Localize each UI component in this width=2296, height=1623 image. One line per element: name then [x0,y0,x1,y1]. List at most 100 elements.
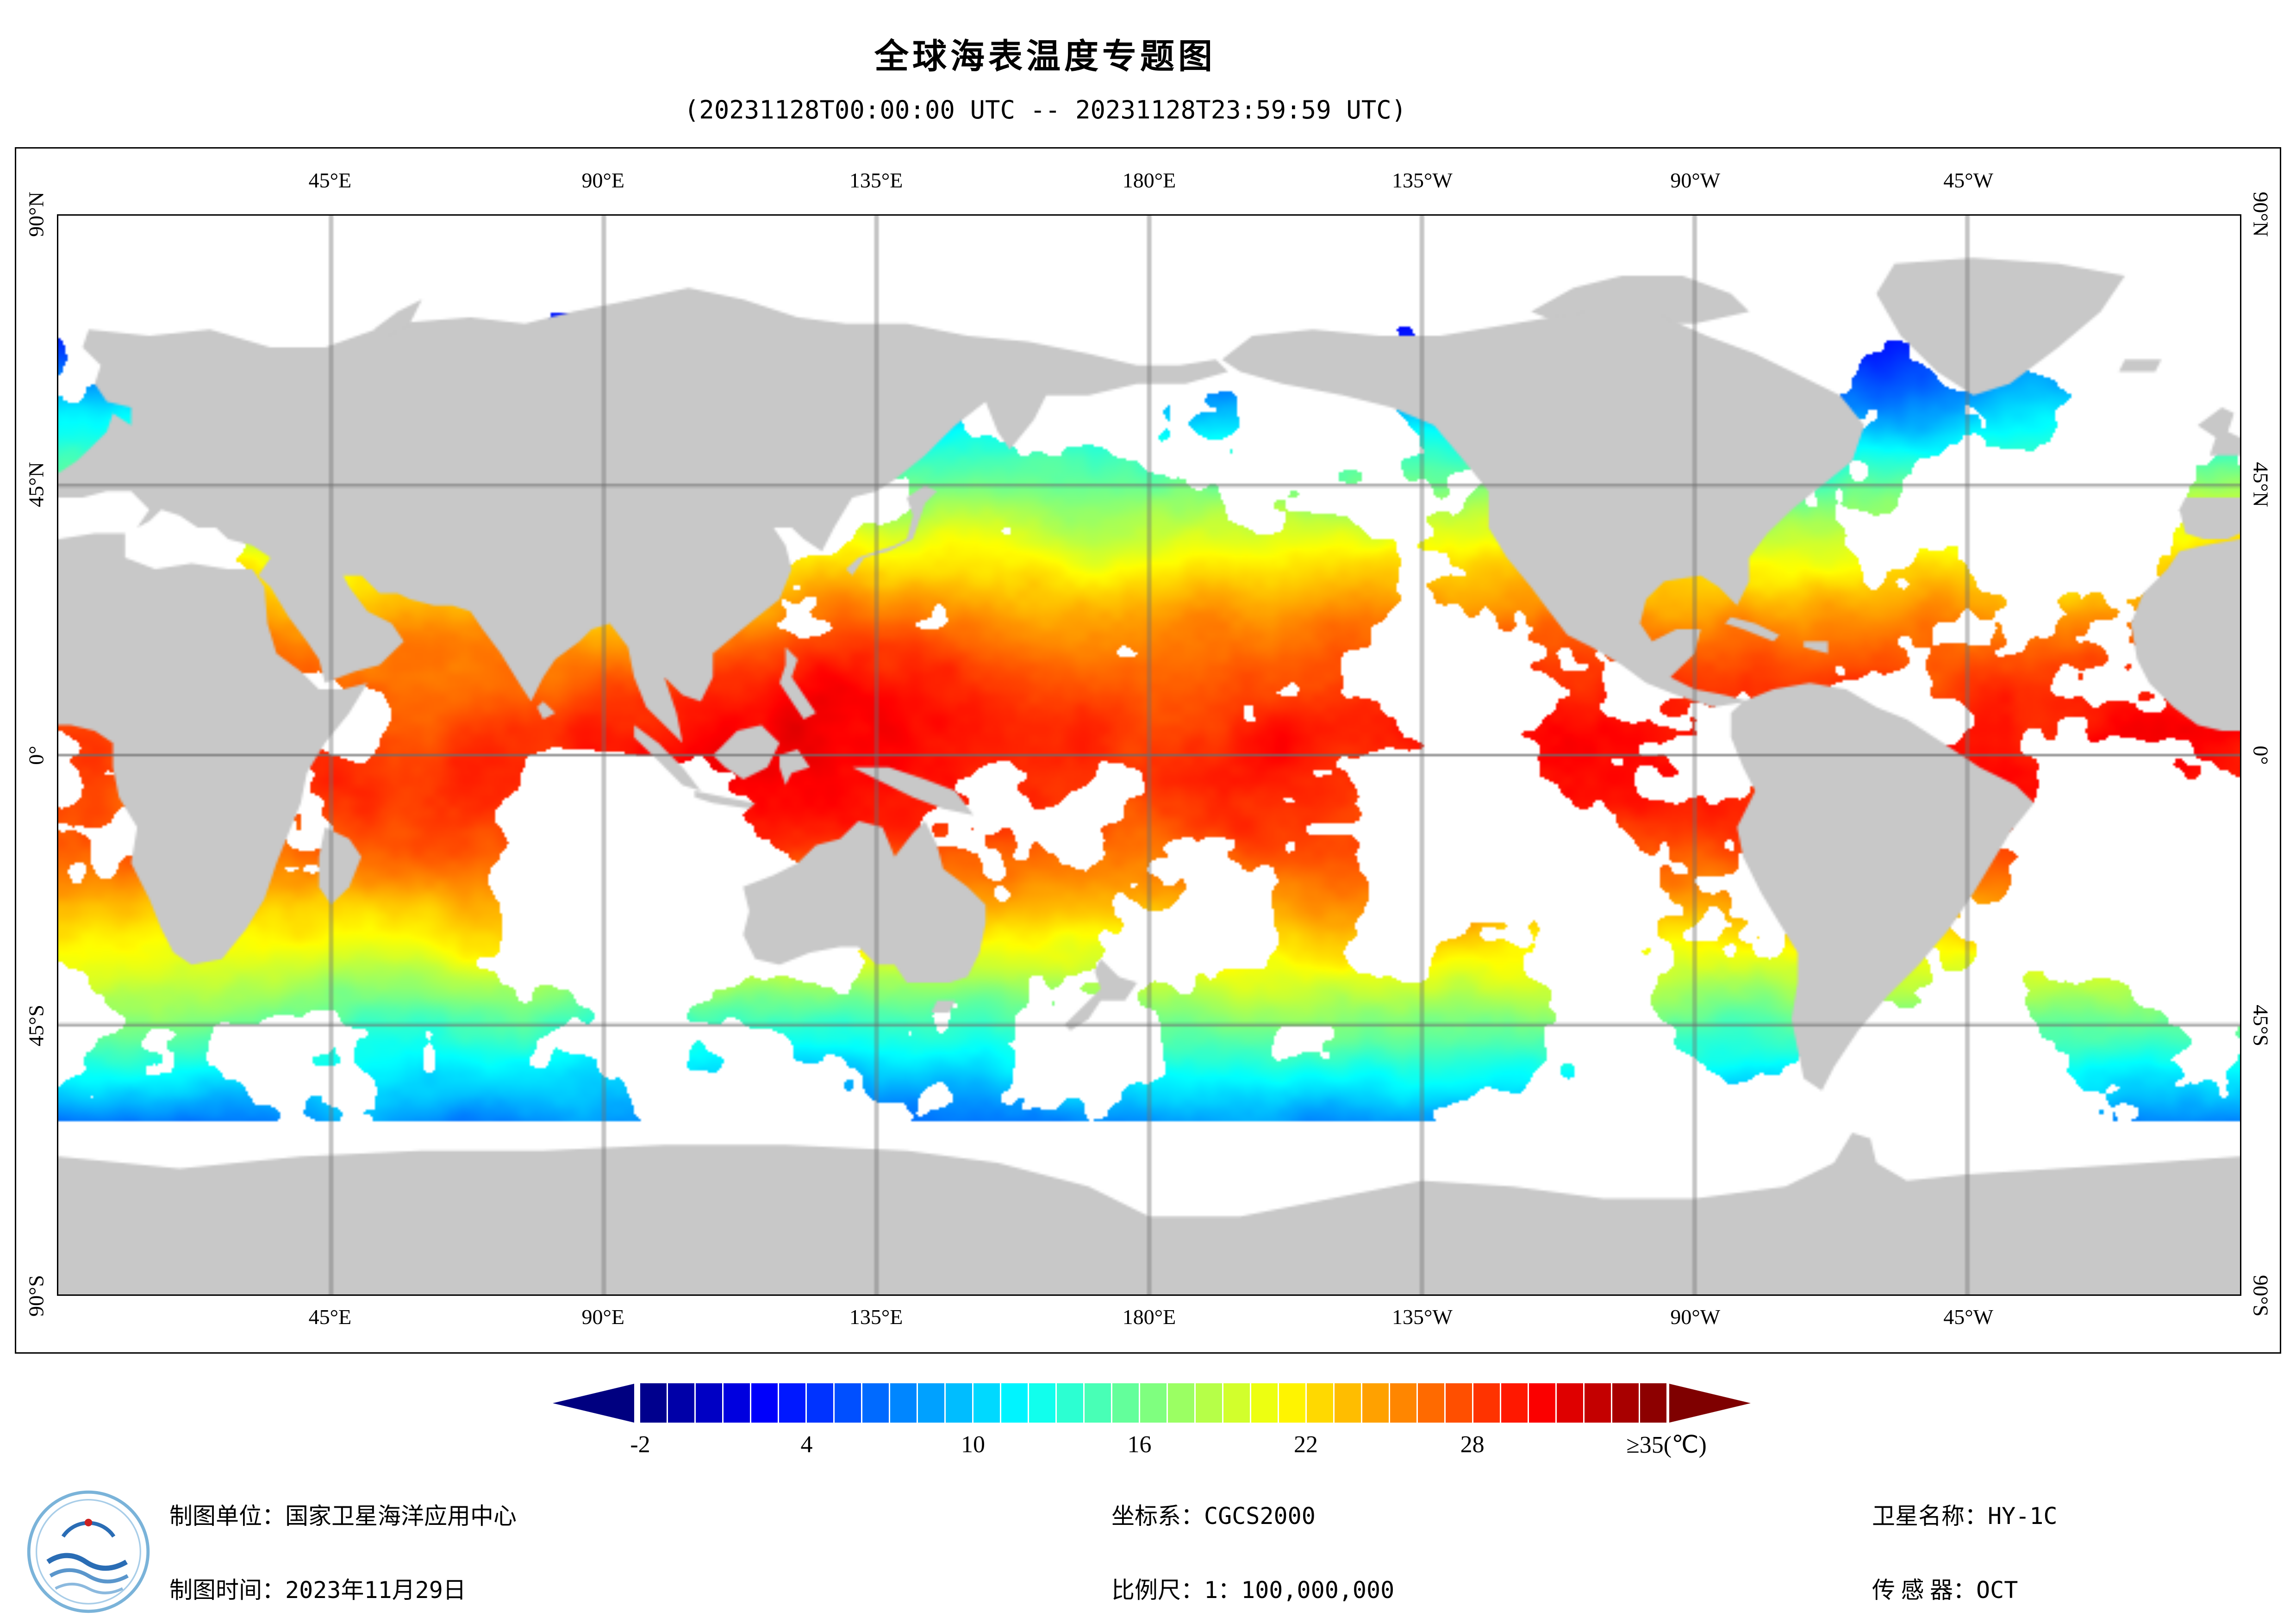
agency-logo-graphic [27,1490,150,1613]
world-map-plot [57,214,2241,1296]
colorbar-segment [1640,1383,1666,1423]
colorbar-segment [1585,1383,1611,1423]
footer-coordinate-system-value: CGCS2000 [1204,1503,1316,1530]
lon-tick-label: 180°E [1122,1305,1176,1329]
colorbar-segment [973,1383,1000,1423]
lat-tick-label: 0° [2249,745,2273,765]
colorbar-segment [1612,1383,1639,1423]
colorbar-segment [1223,1383,1250,1423]
colorbar-gradient [553,1383,1751,1423]
colorbar-segment [1418,1383,1444,1423]
latitude-axis-left: 90°N 45°N 0° 45°S 90°S [18,192,54,1317]
colorbar-tick-label: 10 [961,1431,986,1458]
footer-mapping-date-value: 2023年11月29日 [285,1577,466,1604]
colorbar-segment [946,1383,972,1423]
colorbar-segment [1085,1383,1111,1423]
footer-sensor: 传 感 器：OCT [1872,1572,2018,1605]
agency-logo [25,1488,152,1615]
footer-coordinate-system-label: 坐标系： [1111,1503,1204,1529]
page-title: 全球海表温度专题图 [874,37,1216,75]
colorbar-left-arrow [553,1384,634,1423]
footer-mapping-unit-value: 国家卫星海洋应用中心 [285,1503,517,1530]
colorbar-segment [1057,1383,1083,1423]
lon-tick-label: 45°E [308,1305,352,1329]
map-frame: 45°E 90°E 135°E 180°E 135°W 90°W 45°W 45°E 90°E… [15,147,2281,1354]
colorbar-segment [779,1383,805,1423]
colorbar-segment [807,1383,833,1423]
colorbar-segment [1390,1383,1416,1423]
footer-mapping-date: 制图时间：2023年11月29日 [169,1572,466,1605]
colorbar-segment [1168,1383,1194,1423]
lon-tick-label: 45°W [1943,1305,1994,1329]
logo-inner-ring [36,1499,141,1604]
footer-map-scale-label: 比例尺： [1111,1577,1204,1603]
temperature-colorbar: -2 4 10 16 22 28 ≥35(℃) [552,1382,1752,1484]
colorbar-segment [1446,1383,1472,1423]
colorbar-segment [1557,1383,1583,1423]
colorbar-segment [862,1383,889,1423]
lat-tick-label: 90°N [2249,192,2273,237]
colorbar-segment [1362,1383,1389,1423]
lat-tick-label: 90°S [24,1275,48,1317]
colorbar-tick-label: 28 [1460,1431,1485,1458]
lat-tick-label: 45°S [24,1004,48,1046]
colorbar-segment [918,1383,944,1423]
lat-tick-label: 90°S [2249,1275,2273,1317]
colorbar-segment [1529,1383,1555,1423]
colorbar-segment [1001,1383,1028,1423]
logo-outer-ring [27,1490,150,1613]
lon-tick-label: 135°W [1391,168,1453,192]
lat-tick-label: 0° [24,745,48,765]
lon-tick-label: 135°W [1391,1305,1453,1329]
time-range-subtitle: (20231128T00:00:00 UTC -- 20231128T23:59… [684,95,1407,124]
lat-tick-label: 90°N [24,192,48,237]
longitude-axis-bottom: 45°E 90°E 135°E 180°E 135°W 90°W 45°W [57,1305,2241,1334]
lon-tick-label: 90°W [1670,1305,1721,1329]
footer-sensor-value: OCT [1976,1577,2018,1604]
footer-satellite-name: 卫星名称：HY-1C [1872,1498,2058,1531]
footer-map-scale-value: 1：100,000,000 [1204,1577,1395,1604]
lat-tick-label: 45°N [2249,462,2273,508]
lon-tick-label: 45°E [308,168,352,192]
colorbar-tick-label: ≥35(℃) [1626,1432,1707,1458]
colorbar-tick-label: 16 [1127,1431,1152,1458]
lon-tick-label: 135°E [849,1305,903,1329]
lon-tick-label: 90°W [1670,168,1721,192]
latitude-axis-right: 90°N 45°N 0° 45°S 90°S [2243,192,2279,1317]
colorbar-segment [1112,1383,1139,1423]
colorbar-tick-label: -2 [630,1431,650,1458]
colorbar-segment [640,1383,667,1423]
lat-tick-label: 45°N [24,462,48,508]
colorbar-segment [1196,1383,1222,1423]
colorbar-segment [1279,1383,1305,1423]
footer-mapping-unit-label: 制图单位： [169,1503,285,1529]
colorbar-segment [890,1383,917,1423]
footer-satellite-name-value: HY-1C [1988,1503,2058,1530]
colorbar-segment [1140,1383,1167,1423]
colorbar-segment [835,1383,861,1423]
logo-wave-1 [46,1553,128,1571]
lat-tick-label: 45°S [2249,1004,2273,1046]
footer-coordinate-system: 坐标系：CGCS2000 [1111,1498,1316,1531]
colorbar-segment [696,1383,722,1423]
footer-sensor-label: 传 感 器： [1872,1577,1976,1603]
colorbar-segment [1335,1383,1361,1423]
colorbar-segment [1029,1383,1055,1423]
sst-raster-canvas [58,216,2240,1294]
logo-wave-3 [55,1582,124,1594]
logo-wave-2 [49,1568,129,1584]
colorbar-tick-label: 4 [800,1431,813,1458]
lon-tick-label: 135°E [849,168,903,192]
colorbar-segment [1501,1383,1528,1423]
footer-satellite-name-label: 卫星名称： [1872,1503,1988,1529]
footer-mapping-date-label: 制图时间： [169,1577,285,1603]
colorbar-segment [724,1383,750,1423]
lon-tick-label: 90°E [581,168,625,192]
footer-map-scale: 比例尺：1：100,000,000 [1111,1572,1394,1605]
colorbar-segment [1473,1383,1500,1423]
footer-mapping-unit: 制图单位：国家卫星海洋应用中心 [169,1498,517,1531]
longitude-axis-top: 45°E 90°E 135°E 180°E 135°W 90°W 45°W [57,168,2241,198]
colorbar-tick-label: 22 [1294,1431,1318,1458]
colorbar-segment [1251,1383,1278,1423]
